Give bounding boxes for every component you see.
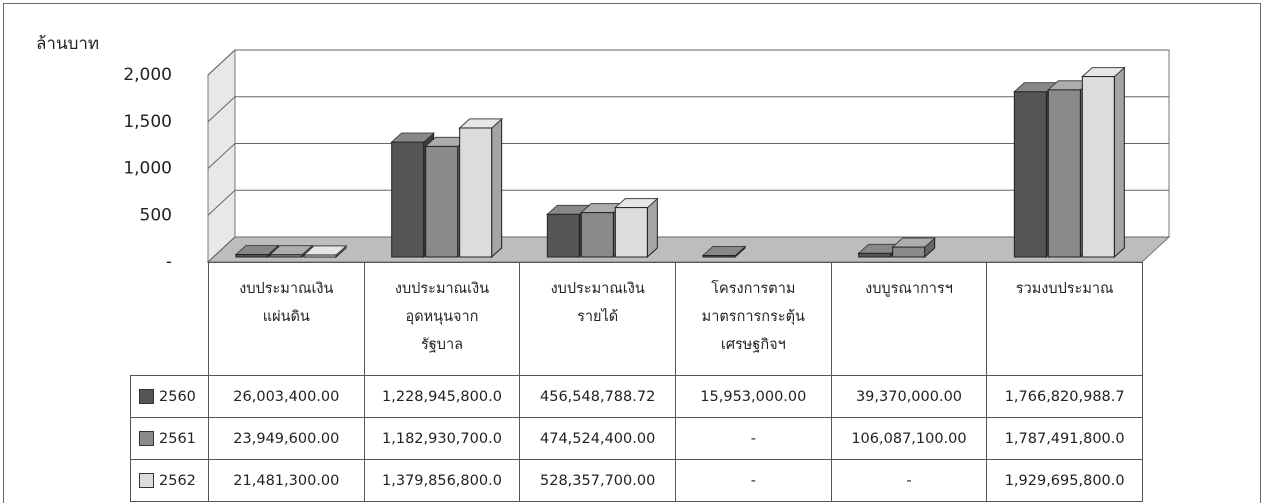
bar-front — [546, 213, 580, 258]
table-value: 1,766,820,988.7 — [986, 375, 1143, 418]
bar-front — [614, 207, 648, 258]
bar-top-light — [892, 238, 935, 248]
table-value: 15,953,000.00 — [675, 375, 832, 418]
table-value: 474,524,400.00 — [519, 417, 676, 460]
table-value: 456,548,788.72 — [519, 375, 676, 418]
bar-top-light — [581, 203, 624, 213]
y-axis-label: ล้านบาท — [36, 34, 100, 54]
legend-swatch — [139, 431, 154, 446]
table-value: - — [675, 417, 832, 460]
bar-front — [1047, 89, 1081, 258]
table-value: 1,379,856,800.0 — [363, 459, 521, 502]
category-label: โครงการตาม มาตรการกระตุ้น เศรษฐกิจฯ — [675, 262, 832, 376]
bar-front — [235, 254, 269, 258]
table-value: - — [675, 459, 832, 502]
bar-front — [858, 252, 892, 258]
bar — [891, 236, 936, 259]
y-tick-label: - — [166, 252, 172, 272]
grid-segment — [207, 236, 1169, 263]
grid-line — [207, 49, 1169, 76]
table-value: 1,228,945,800.0 — [363, 375, 521, 418]
bar-top-light — [236, 245, 278, 255]
bar-top-light — [425, 137, 468, 147]
bar — [458, 117, 503, 259]
bar-side-shade — [491, 118, 502, 257]
y-tick-label: 1,000 — [123, 159, 172, 179]
table-value: 106,087,100.00 — [830, 417, 988, 460]
category-label: งบประมาณเงิน อุดหนุนจาก รัฐบาล — [363, 262, 521, 376]
grid-segment — [207, 96, 1169, 123]
legend-label: 2562 — [159, 472, 196, 489]
legend-entry: 2560 — [130, 375, 209, 418]
legend-swatch — [139, 473, 154, 488]
grid-line — [207, 143, 1169, 169]
category-label: รวมงบประมาณ — [986, 262, 1143, 376]
y-tick-label: 2,000 — [123, 65, 172, 85]
bar-top-light — [547, 205, 590, 215]
bar-top-light — [1014, 82, 1057, 92]
table-value: - — [830, 459, 988, 502]
grid-segment — [207, 49, 1169, 76]
bar-top-light — [459, 118, 502, 128]
bar-front — [391, 141, 425, 258]
bar-top-light — [703, 246, 745, 256]
frame — [3, 3, 1261, 503]
bar — [234, 244, 280, 259]
bar — [614, 197, 659, 259]
y-tick-label: 500 — [140, 205, 172, 225]
bar-top-light — [391, 133, 434, 143]
y-tick-label: 1,500 — [123, 112, 172, 132]
table-value: 21,481,300.00 — [208, 459, 365, 502]
bar-top-light — [858, 244, 901, 254]
bar-side-shade — [647, 198, 658, 257]
bar-front — [580, 212, 614, 258]
bar-front — [425, 145, 459, 258]
table-value: 1,787,491,800.0 — [986, 417, 1143, 460]
bar-front — [1081, 76, 1115, 258]
legend-label: 2561 — [159, 430, 196, 447]
table-value: 39,370,000.00 — [830, 375, 988, 418]
bar-side-shade — [924, 238, 935, 257]
bar-front — [269, 254, 303, 258]
bar — [302, 244, 348, 259]
bar-top-light — [1048, 80, 1091, 90]
category-label: งบประมาณเงิน รายได้ — [519, 262, 676, 376]
bar-top-light — [270, 245, 312, 255]
grid-segment — [207, 143, 1169, 169]
bar — [1081, 66, 1126, 259]
bar-front — [459, 127, 493, 258]
grid-segment — [207, 189, 1169, 216]
bar-front — [1013, 91, 1047, 258]
grid-line — [207, 236, 1169, 263]
table-value: 1,182,930,700.0 — [363, 417, 521, 460]
bar-side-shade — [1114, 67, 1125, 257]
table-value: 528,357,700.00 — [519, 459, 676, 502]
bar-front — [702, 255, 736, 258]
legend-entry: 2562 — [130, 459, 209, 502]
legend-swatch — [139, 389, 154, 404]
bar-front — [892, 246, 926, 258]
legend-label: 2560 — [159, 388, 196, 405]
legend-entry: 2561 — [130, 417, 209, 460]
bar-top-light — [615, 198, 658, 208]
category-label: งบประมาณเงิน แผ่นดิน — [208, 262, 365, 376]
table-value: 23,949,600.00 — [208, 417, 365, 460]
table-value: 1,929,695,800.0 — [986, 459, 1143, 502]
bar-top-light — [1082, 67, 1125, 77]
category-label: งบบูรณาการฯ — [830, 262, 988, 376]
grid-line — [207, 189, 1169, 216]
bar-top-light — [304, 245, 346, 255]
grid-line — [207, 96, 1169, 123]
bar-front — [303, 254, 337, 258]
bar — [701, 245, 747, 259]
table-value: 26,003,400.00 — [208, 375, 365, 418]
